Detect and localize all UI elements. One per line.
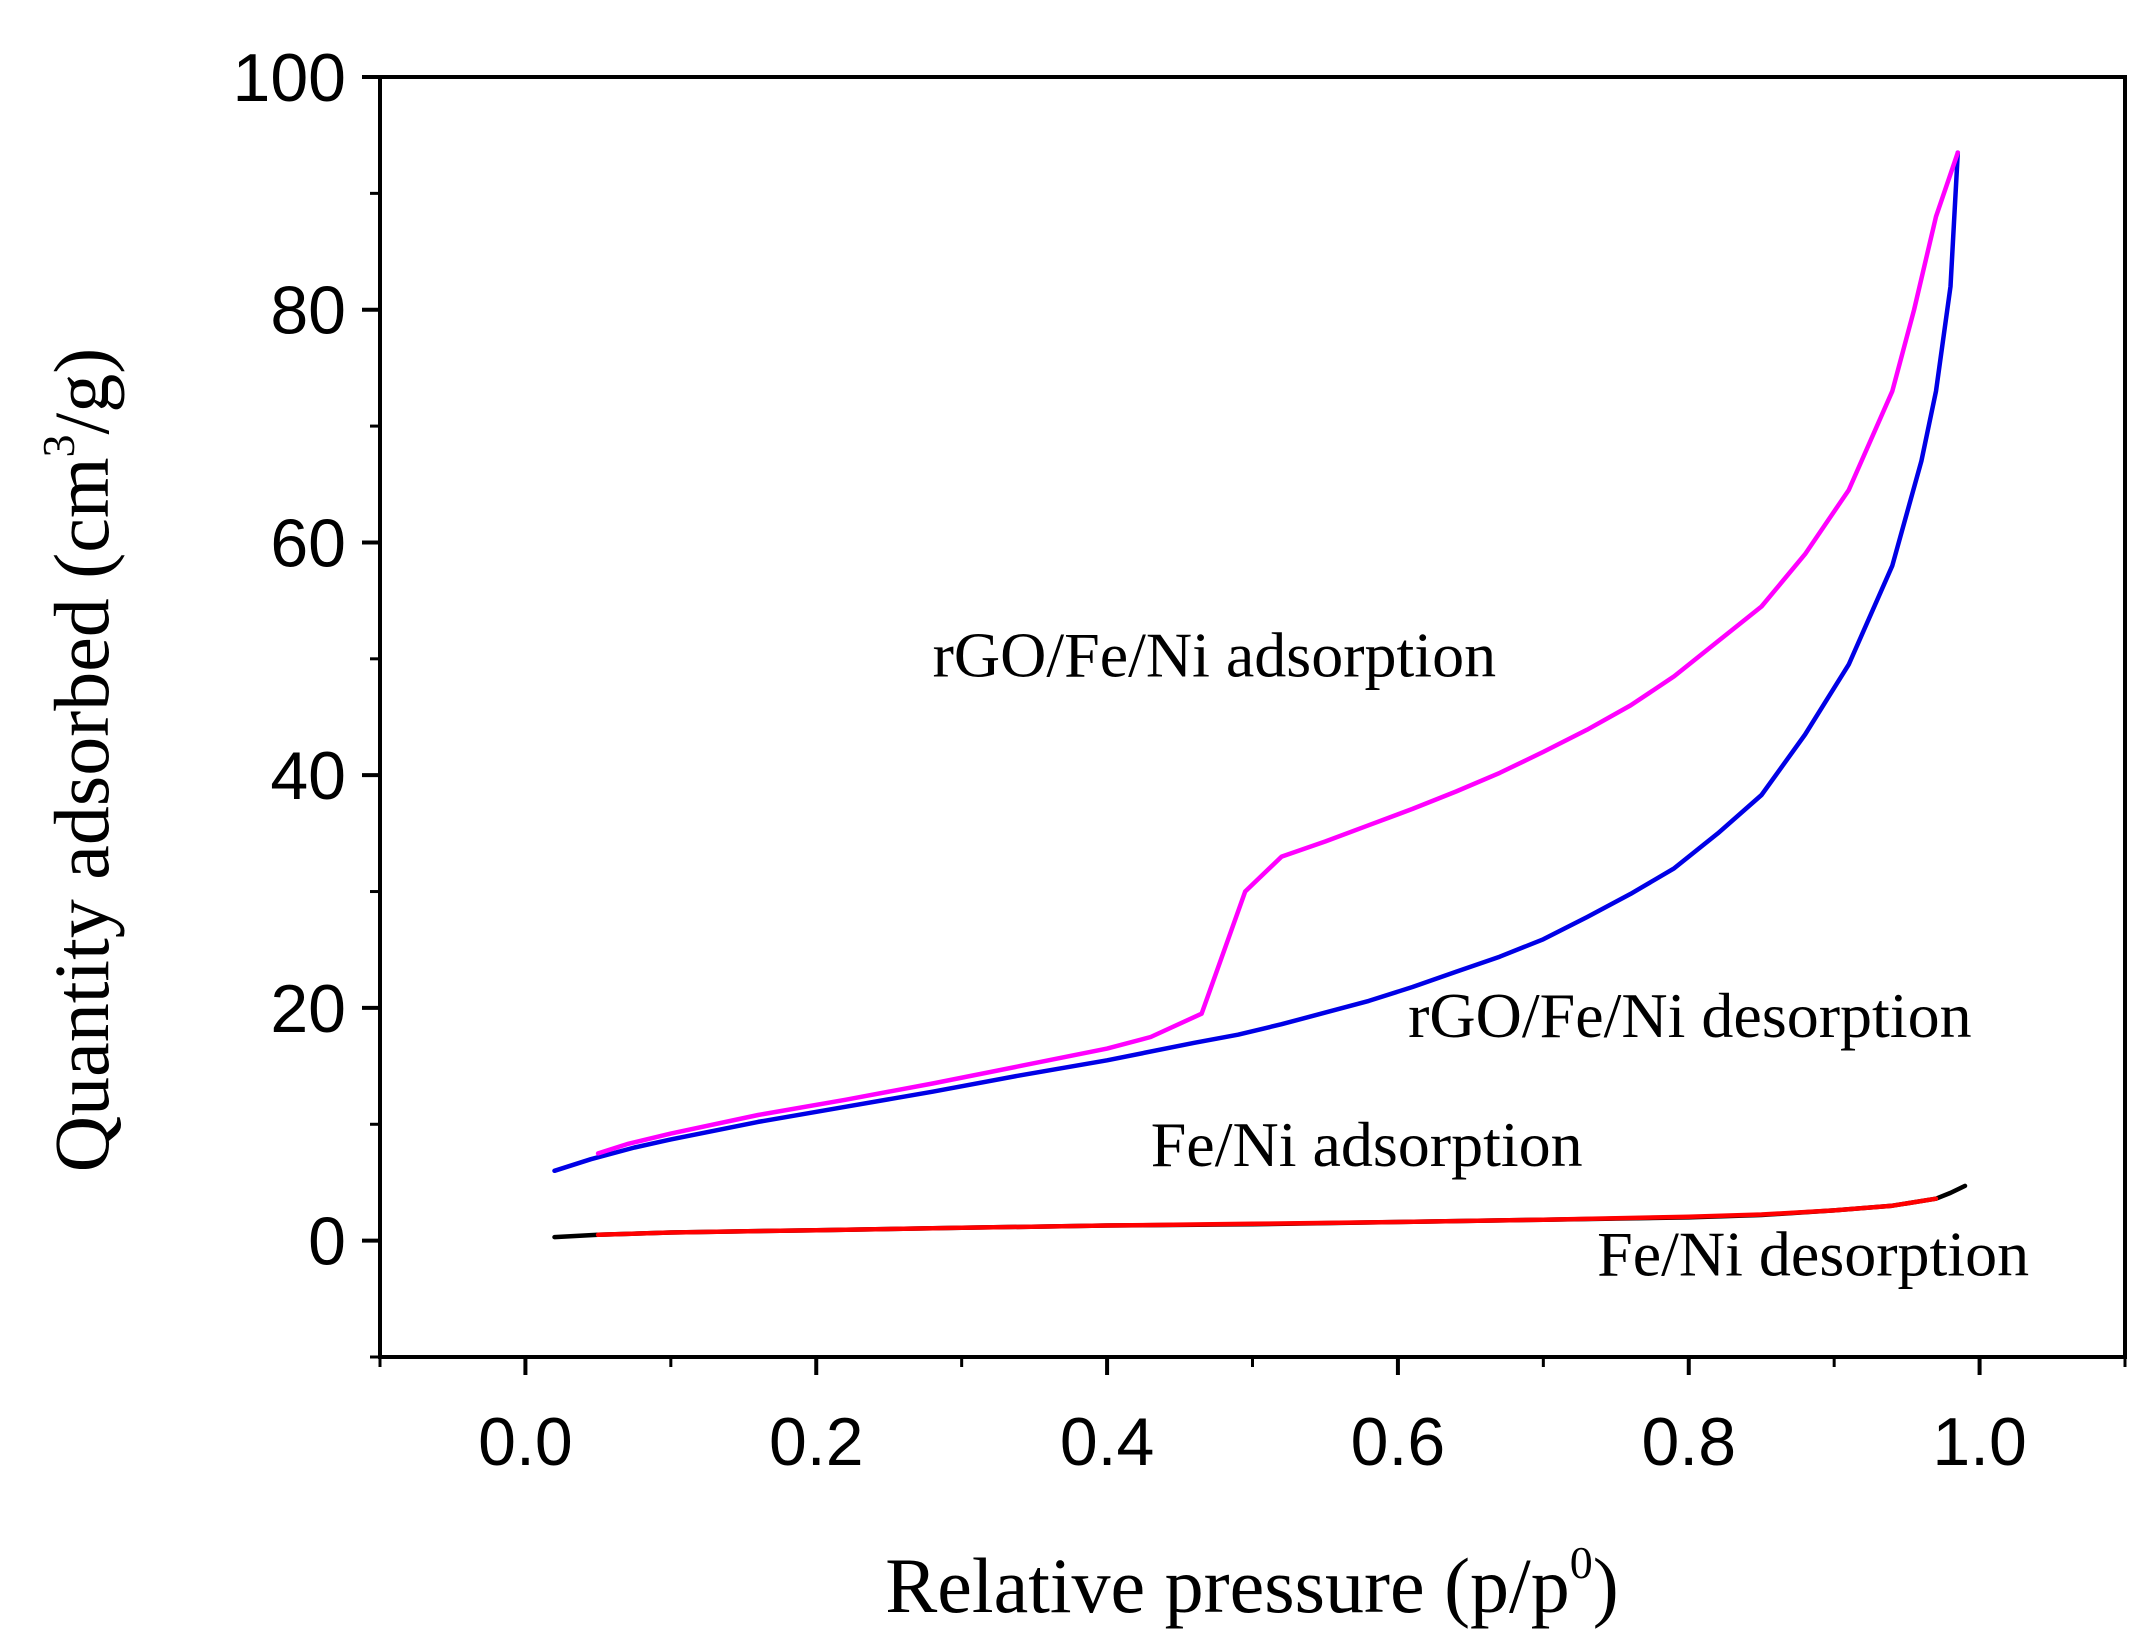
x-tick-label: 0.2 [769,1404,864,1480]
annotation-rgo-desorption: rGO/Fe/Ni desorption [1408,980,1972,1051]
series-layer [552,150,1968,1240]
annotation-layer: rGO/Fe/Ni adsorption rGO/Fe/Ni desorption… [933,619,2030,1289]
x-tick-label: 0.6 [1351,1404,1446,1480]
y-axis-title-main: Quantity adsorbed (cm [38,457,125,1172]
x-tick-label: 0.4 [1060,1404,1155,1480]
x-axis-title-end: ) [1593,1542,1619,1629]
y-tick-label: 100 [233,40,346,116]
series-line-rgo-fe-ni-adsorption [595,150,1961,1156]
tick-layer [362,75,2127,1375]
x-tick-labels: 0.0 0.2 0.4 0.6 0.8 1.0 [478,1404,2027,1480]
y-axis-title-superscript: 3 [33,434,84,457]
annotation-feni-adsorption: Fe/Ni adsorption [1151,1109,1583,1180]
y-tick-label: 40 [270,738,346,814]
annotation-rgo-adsorption: rGO/Fe/Ni adsorption [933,619,1496,690]
x-tick-label: 0.0 [478,1404,573,1480]
y-tick-labels: 0 20 40 60 80 100 [233,40,346,1280]
y-axis-title-end: /g) [38,348,125,435]
y-tick-label: 0 [308,1204,346,1280]
x-tick-label: 1.0 [1932,1404,2027,1480]
x-axis-title-main: Relative pressure (p/p [885,1542,1569,1629]
x-axis-title-superscript: 0 [1570,1537,1593,1588]
y-tick-label: 80 [270,273,346,349]
y-tick-label: 60 [270,505,346,581]
annotation-feni-desorption: Fe/Ni desorption [1597,1219,2029,1290]
series-line-rgo-fe-ni-desorption [552,150,1961,1174]
x-tick-label: 0.8 [1641,1404,1736,1480]
x-axis-title: Relative pressure (p/p0) [885,1537,1618,1629]
series-line-fe-ni-adsorption [595,1196,1939,1238]
y-tick-label: 20 [270,971,346,1047]
y-axis-title: Quantity adsorbed (cm3/g) [33,348,125,1172]
